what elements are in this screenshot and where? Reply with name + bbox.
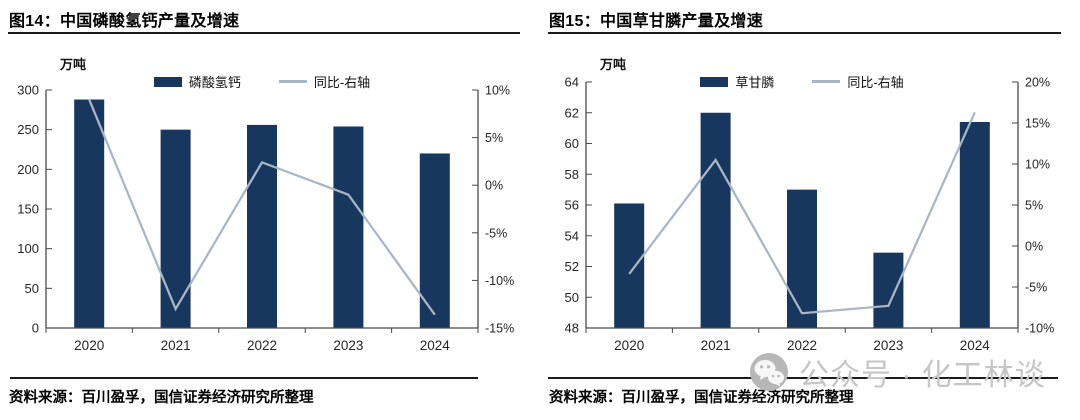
line-swatch	[278, 80, 307, 83]
svg-text:2022: 2022	[247, 338, 277, 353]
figure-15-title: 图15：中国草甘膦产量及增速	[549, 13, 763, 30]
bar-legend-label: 磷酸氢钙	[188, 75, 241, 90]
svg-text:100: 100	[17, 241, 39, 256]
wechat-icon	[750, 353, 788, 391]
svg-text:0%: 0%	[1025, 240, 1043, 254]
svg-text:0: 0	[32, 321, 39, 336]
svg-text:2021: 2021	[161, 338, 191, 353]
title-underline	[548, 32, 1061, 34]
left-axis-unit-label: 万吨	[600, 57, 627, 72]
bar-swatch	[700, 76, 729, 87]
line-swatch	[812, 80, 841, 83]
bar-swatch	[153, 76, 182, 87]
svg-text:64: 64	[565, 75, 579, 90]
svg-text:2023: 2023	[873, 338, 903, 353]
left-axis-unit-label: 万吨	[60, 57, 87, 72]
svg-text:2022: 2022	[787, 338, 817, 353]
svg-text:2020: 2020	[74, 338, 104, 353]
watermark-text: 公众号 · 化工林谈	[799, 359, 1046, 392]
svg-text:2023: 2023	[333, 338, 363, 353]
svg-text:48: 48	[565, 321, 579, 336]
svg-text:58: 58	[565, 167, 579, 182]
svg-text:10%: 10%	[1025, 158, 1050, 172]
source-divider	[10, 377, 478, 379]
chart-14-canvas: 万吨 磷酸氢钙 同比-右轴 0 50 100 150 200 250 300 -15% -10%…	[8, 45, 540, 367]
svg-text:2024: 2024	[420, 338, 451, 353]
legend-item-bar: 磷酸氢钙	[153, 72, 241, 91]
svg-text:-5%: -5%	[485, 226, 507, 240]
svg-text:5%: 5%	[485, 131, 503, 145]
line-legend-label: 同比-右轴	[313, 75, 371, 90]
svg-text:200: 200	[17, 162, 39, 177]
legend-item-bar: 草甘膦	[700, 72, 774, 91]
figure-14-title: 图14：中国磷酸氢钙产量及增速	[9, 13, 240, 30]
svg-text:20%: 20%	[1025, 76, 1050, 90]
figure-15-panel: 图15：中国草甘膦产量及增速 万吨 草甘膦 同比-右轴 48 50 52 54 56 58…	[548, 0, 1061, 420]
svg-text:-10%: -10%	[485, 274, 514, 288]
svg-text:300: 300	[17, 83, 39, 98]
figure-14-panel: 图14：中国磷酸氢钙产量及增速 万吨 磷酸氢钙 同比-右轴 0 50 100 150 2…	[8, 0, 520, 420]
source-note: 资料来源：百川盈孚，国信证券经济研究所整理	[549, 390, 854, 406]
svg-text:10%: 10%	[485, 84, 510, 98]
combo-chart-15: 48 50 52 54 56 58 60 62 64 -10% -5% 0% 5% 10% 15% 20% 20…	[565, 75, 1055, 354]
title-underline	[8, 32, 520, 34]
line-legend-label: 同比-右轴	[847, 75, 904, 90]
svg-text:60: 60	[565, 136, 579, 151]
svg-text:2024: 2024	[960, 338, 991, 353]
svg-text:-15%: -15%	[485, 322, 514, 336]
combo-chart-14: 0 50 100 150 200 250 300 -15% -10% -5% 0% 5% 10% 2020…	[17, 83, 514, 354]
svg-text:-5%: -5%	[1025, 281, 1047, 295]
chart-15-canvas: 万吨 草甘膦 同比-右轴 48 50 52 54 56 58 60 62 64 -10% -5% 0%…	[548, 45, 1080, 367]
svg-text:62: 62	[565, 105, 579, 120]
svg-text:52: 52	[565, 259, 579, 274]
svg-text:150: 150	[17, 202, 39, 217]
source-divider	[548, 377, 1058, 379]
svg-text:2021: 2021	[701, 338, 731, 353]
bar-legend-label: 草甘膦	[735, 75, 775, 90]
chart-legend: 磷酸氢钙 同比-右轴	[46, 72, 478, 91]
svg-text:56: 56	[565, 198, 579, 213]
watermark: 公众号 · 化工林谈	[749, 350, 1046, 394]
svg-text:0%: 0%	[485, 179, 503, 193]
svg-text:5%: 5%	[1025, 199, 1043, 213]
svg-text:-10%: -10%	[1025, 322, 1054, 336]
chart-legend: 草甘膦 同比-右轴	[586, 72, 1018, 91]
svg-text:54: 54	[565, 228, 579, 243]
legend-item-line: 同比-右轴	[812, 72, 904, 91]
legend-item-line: 同比-右轴	[278, 72, 371, 91]
source-note: 资料来源：百川盈孚，国信证券经济研究所整理	[9, 390, 314, 406]
svg-text:2020: 2020	[614, 338, 644, 353]
svg-text:50: 50	[565, 290, 579, 305]
svg-text:250: 250	[17, 122, 39, 137]
svg-text:50: 50	[25, 281, 39, 296]
svg-text:15%: 15%	[1025, 117, 1050, 131]
